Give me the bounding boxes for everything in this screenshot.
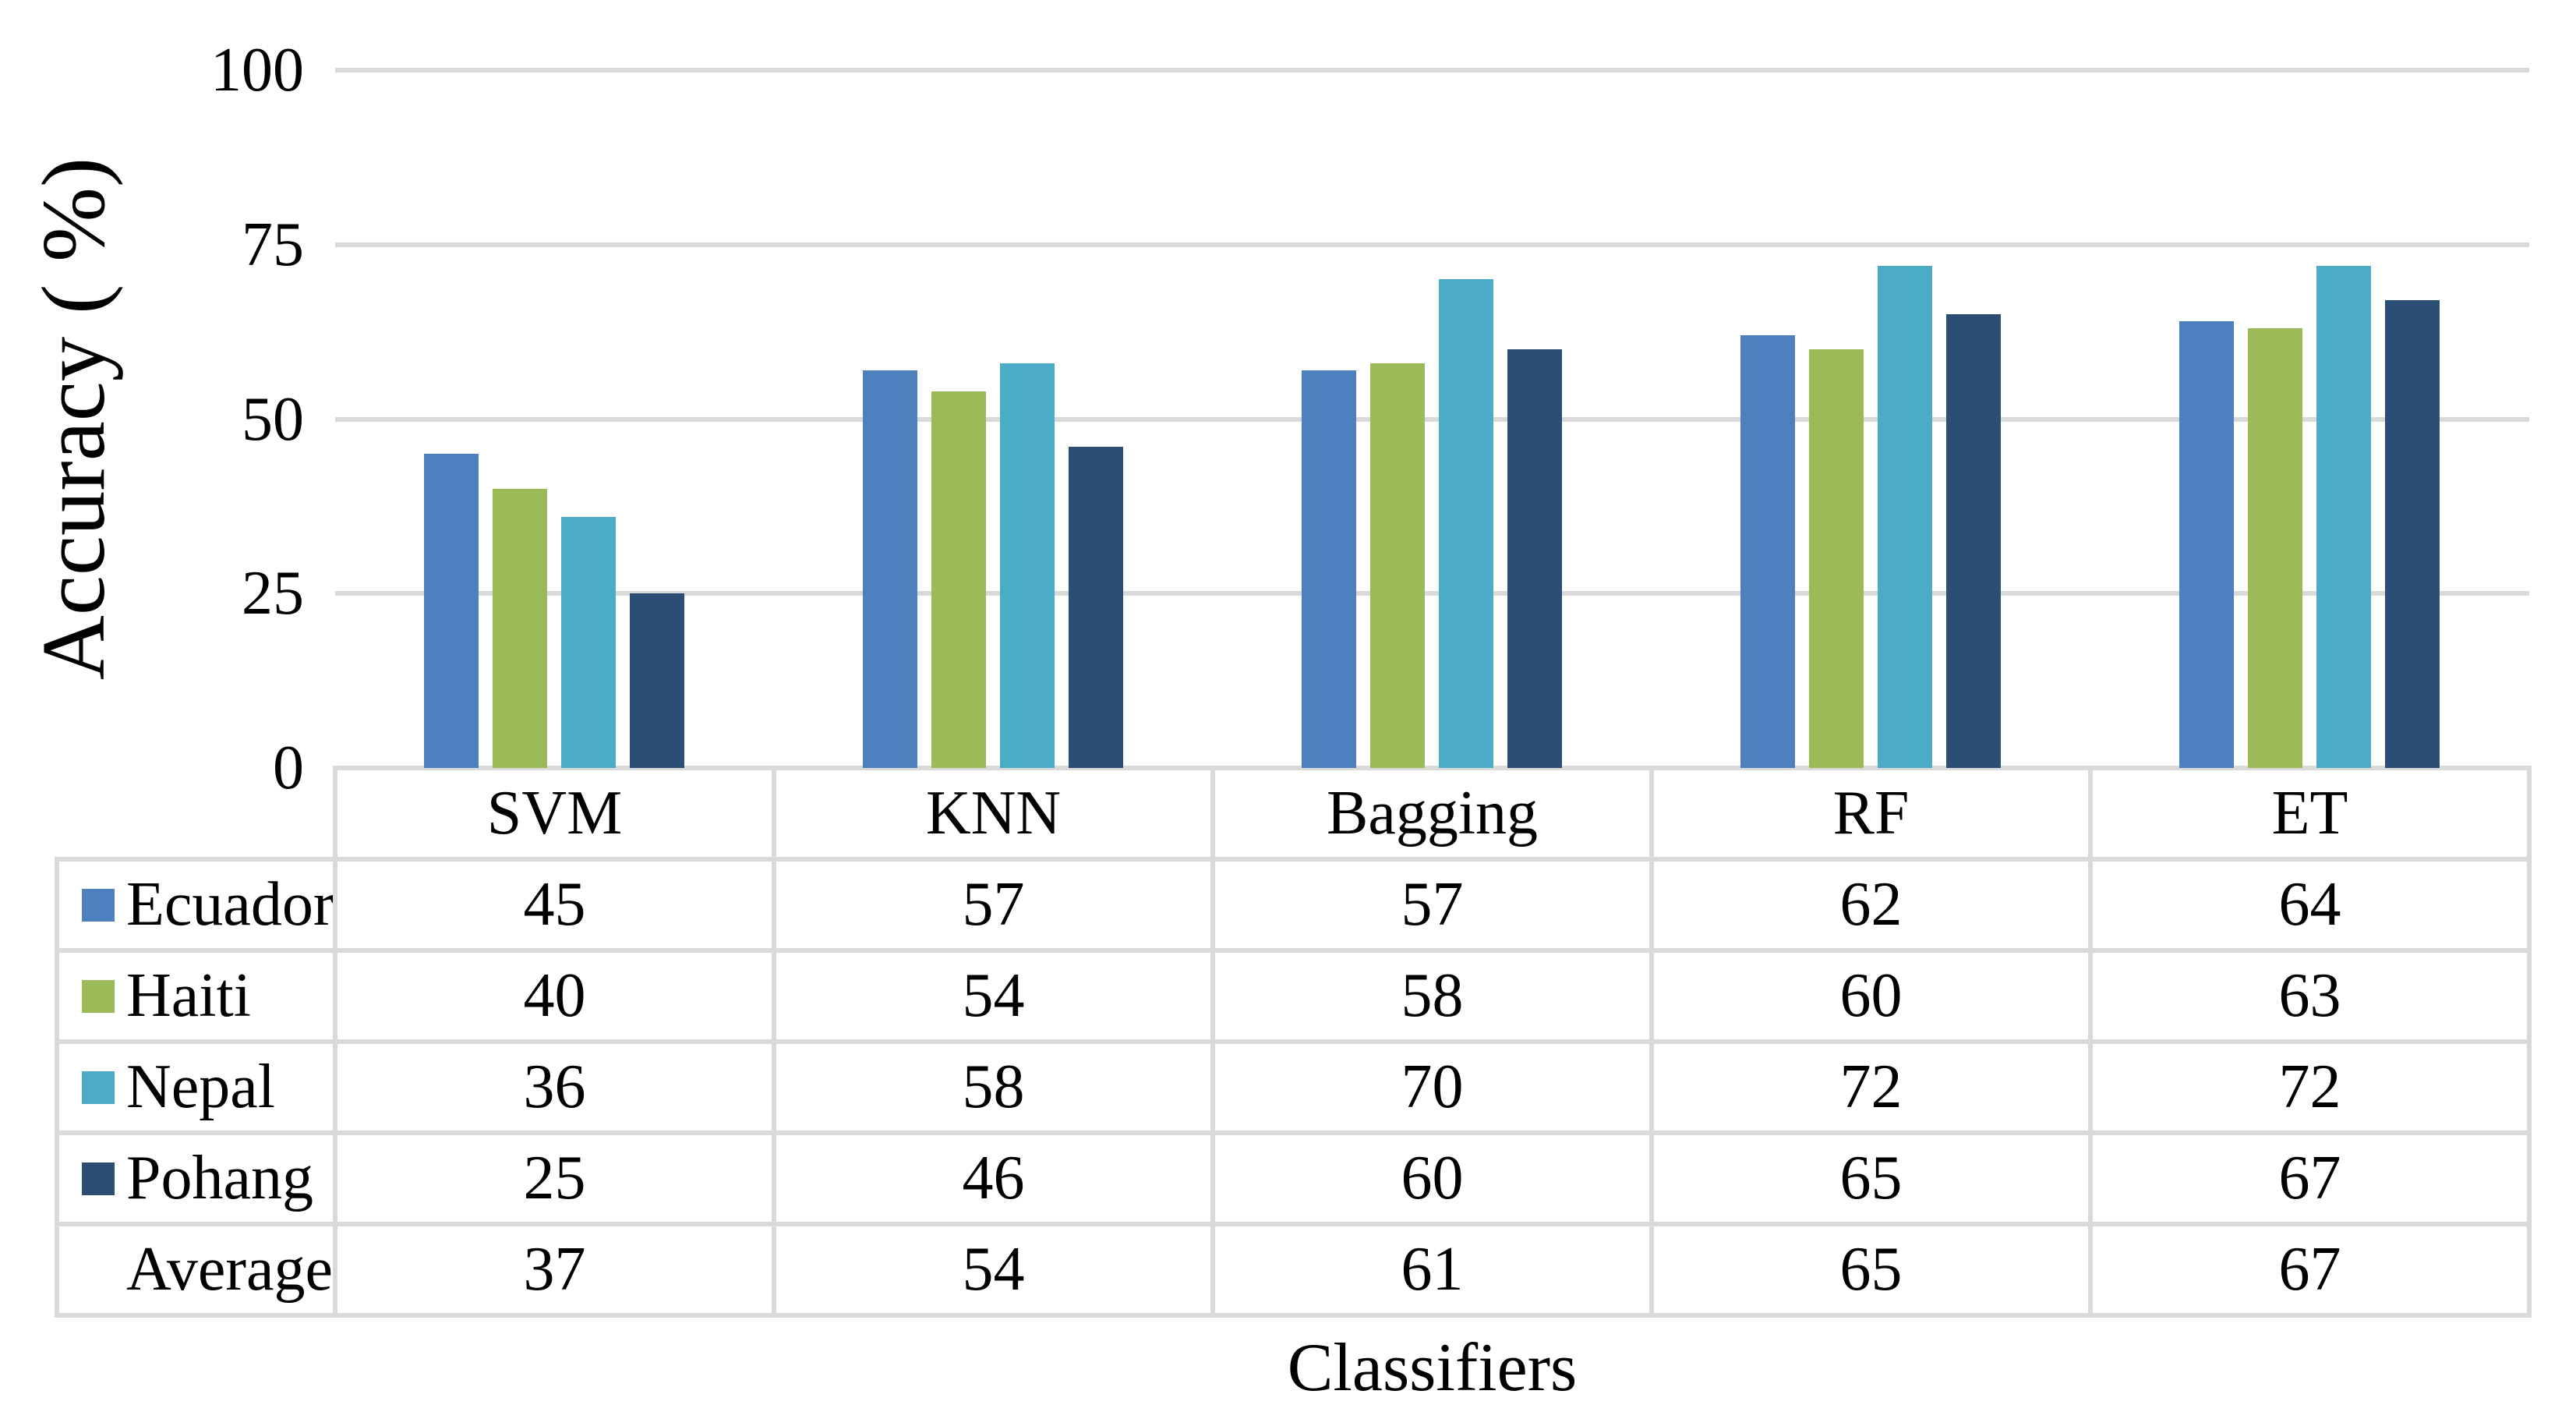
table-header-cell: KNN [925,779,1062,848]
value-cell: 67 [2278,1144,2341,1212]
gridline-y75 [335,242,2529,247]
bar-haiti-rf [1809,349,1864,768]
series-name: Nepal [126,1053,276,1121]
bar-pohang-rf [1946,314,2001,768]
bar-ecuador-knn [863,370,917,768]
bar-pohang-et [2385,300,2440,768]
value-cell: 65 [1839,1144,1903,1212]
series-name: Average [126,1235,333,1304]
table-header-cell: ET [2271,779,2348,848]
table-col-border [1210,766,1215,1318]
value-cell: 57 [962,870,1025,939]
y-tick-label: 0 [273,734,304,802]
legend-marker-pohang [82,1162,115,1195]
value-cell: 40 [523,961,586,1030]
bar-nepal-svm [561,517,616,768]
value-cell: 72 [2278,1053,2341,1121]
bar-nepal-knn [1000,363,1055,768]
x-axis-line [335,766,2529,770]
table-col-border [55,857,59,1318]
table-col-border [333,766,337,1318]
value-cell: 25 [523,1144,586,1212]
table-row-border [57,1313,2529,1318]
bar-pohang-knn [1069,447,1123,768]
value-cell: 45 [523,870,586,939]
bar-ecuador-et [2179,321,2234,768]
value-cell: 37 [523,1235,586,1304]
bar-nepal-bagging [1439,279,1493,768]
table-col-border [772,766,776,1318]
value-cell: 67 [2278,1235,2341,1304]
legend-marker-nepal [82,1070,115,1104]
table-col-border [2527,766,2532,1318]
series-name: Haiti [126,961,251,1030]
value-cell: 58 [962,1053,1025,1121]
gridline-y25 [335,591,2529,596]
table-row-border [57,1039,2529,1044]
bar-pohang-bagging [1507,349,1562,768]
table-row-border [57,1222,2529,1226]
value-cell: 60 [1839,961,1903,1030]
value-cell: 58 [1401,961,1464,1030]
bar-pohang-svm [630,593,684,768]
y-tick-label: 50 [242,384,304,454]
bar-haiti-bagging [1370,363,1425,768]
series-name: Pohang [126,1144,313,1212]
bar-haiti-svm [493,489,547,768]
table-col-border [2088,766,2093,1318]
value-cell: 70 [1401,1053,1464,1121]
value-cell: 57 [1401,870,1464,939]
legend-cell: Ecuador [59,862,333,948]
bar-haiti-knn [931,391,986,768]
value-cell: 60 [1401,1144,1464,1212]
y-tick-label: 75 [242,210,304,279]
table-header-cell: RF [1832,779,1910,848]
bar-nepal-rf [1878,266,1932,768]
value-cell: 46 [962,1144,1025,1212]
value-cell: 54 [962,1235,1025,1304]
series-name: Ecuador [126,870,333,939]
value-cell: 65 [1839,1235,1903,1304]
table-header-cell: SVM [486,779,623,848]
bar-ecuador-rf [1740,335,1795,768]
value-cell: 64 [2278,870,2341,939]
value-cell: 62 [1839,870,1903,939]
value-cell: 72 [1839,1053,1903,1121]
table-row-border [57,857,2529,862]
legend-cell: Average [59,1226,333,1313]
bar-haiti-et [2248,328,2302,768]
legend-marker-haiti [82,979,115,1013]
table-header-cell: Bagging [1326,779,1539,848]
gridline-y100 [335,68,2529,73]
legend-cell: Pohang [59,1135,333,1222]
legend-cell: Haiti [59,953,333,1039]
bar-ecuador-svm [424,454,479,768]
x-axis-title: Classifiers [1287,1330,1578,1406]
y-axis-title: Accuracy ( %) [24,157,123,681]
bar-nepal-et [2316,266,2371,768]
gridline-y50 [335,416,2529,422]
y-tick-label: 25 [242,559,304,628]
legend-marker-ecuador [82,888,115,922]
value-cell: 54 [962,961,1025,1030]
legend-spacer [82,1254,126,1286]
table-row-border [57,1131,2529,1135]
legend-cell: Nepal [59,1044,333,1131]
value-cell: 36 [523,1053,586,1121]
value-cell: 61 [1401,1235,1464,1304]
bar-ecuador-bagging [1302,370,1356,768]
y-tick-label: 100 [210,36,304,104]
table-row-border [57,948,2529,953]
value-cell: 63 [2278,961,2341,1030]
table-col-border [1649,766,1654,1318]
